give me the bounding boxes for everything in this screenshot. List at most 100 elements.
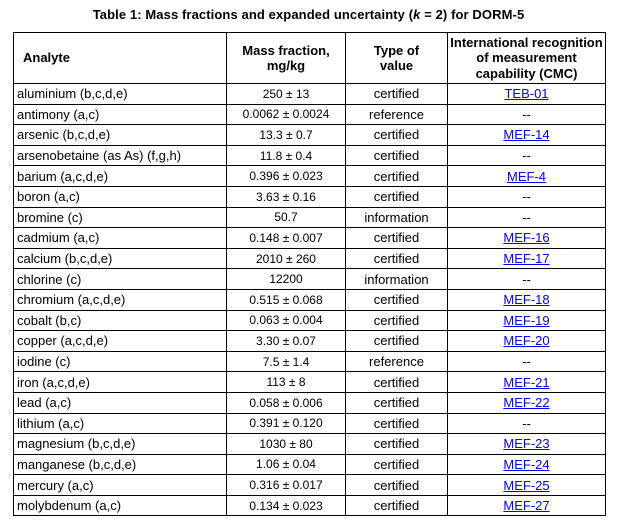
table-row: lead (a,c) 0.058 ± 0.006 certified MEF-22 [13,391,606,414]
cmc-link[interactable]: MEF-22 [503,395,550,411]
table-row: antimony (a,c) 0.0062 ± 0.0024 reference -- [13,103,606,126]
table-row: arsenic (b,c,d,e) 13.3 ± 0.7 certified MEF-… [13,124,606,146]
analyte-cell: barium (a,c,d,e) [13,165,227,187]
cmc-cell: MEF-17 [447,247,606,270]
table-row: lithium (a,c) 0.391 ± 0.120 certified -- [13,412,606,435]
mass-fraction-cell: 0.058 ± 0.006 [226,391,346,414]
type-of-value-cell: certified [345,412,448,435]
cmc-cell: MEF-20 [447,330,606,352]
cmc-link[interactable]: MEF-23 [503,436,550,452]
cmc-cell: TEB-01 [447,83,606,105]
analyte-cell: lithium (a,c) [13,412,227,435]
cmc-cell: -- [447,144,606,167]
table-title-pre: Table 1: Mass fractions and expanded unc… [92,7,414,22]
cmc-link[interactable]: MEF-25 [503,477,550,493]
analyte-cell: copper (a,c,d,e) [13,330,227,352]
cmc-link[interactable]: MEF-20 [503,333,550,349]
mass-fraction-cell: 0.148 ± 0.007 [226,227,346,249]
type-of-value-cell: certified [345,165,448,187]
analyte-cell: boron (a,c) [13,185,227,208]
table-row: manganese (b,c,d,e) 1.06 ± 0.04 certified M… [13,453,606,476]
mass-fraction-cell: 11.8 ± 0.4 [226,144,346,167]
mass-fraction-cell: 0.396 ± 0.023 [226,165,346,187]
cmc-link[interactable]: MEF-24 [503,456,550,472]
analyte-cell: cadmium (a,c) [13,227,227,249]
table-row: cobalt (b,c) 0.063 ± 0.004 certified MEF-19 [13,309,606,332]
analyte-cell: iron (a,c,d,e) [13,371,227,393]
analyte-cell: magnesium (b,c,d,e) [13,433,227,455]
cmc-cell: -- [447,185,606,208]
type-of-value-cell: certified [345,371,448,393]
analyte-cell: chlorine (c) [13,268,227,290]
analyte-cell: arsenic (b,c,d,e) [13,124,227,146]
cmc-cell: -- [447,206,606,229]
type-of-value-cell: certified [345,309,448,332]
mass-fraction-cell: 13.3 ± 0.7 [226,124,346,146]
cmc-cell: MEF-18 [447,288,606,311]
column-header: Type of value [345,32,448,84]
cmc-cell: -- [447,268,606,290]
mass-fraction-cell: 3.63 ± 0.16 [226,185,346,208]
type-of-value-cell: certified [345,288,448,311]
column-header: Analyte [13,32,227,84]
type-of-value-cell: certified [345,433,448,455]
type-of-value-cell: certified [345,330,448,352]
mass-fraction-cell: 2010 ± 260 [226,247,346,270]
type-of-value-cell: information [345,206,448,229]
type-of-value-cell: certified [345,227,448,249]
cmc-link[interactable]: MEF-19 [503,312,550,328]
cmc-link[interactable]: MEF-16 [503,230,550,246]
column-header: Mass fraction, mg/kg [226,32,346,84]
mass-fraction-cell: 113 ± 8 [226,371,346,393]
analyte-cell: cobalt (b,c) [13,309,227,332]
mass-fraction-cell: 250 ± 13 [226,83,346,105]
analyte-cell: manganese (b,c,d,e) [13,453,227,476]
mass-fraction-cell: 0.515 ± 0.068 [226,288,346,311]
cmc-cell: MEF-14 [447,124,606,146]
type-of-value-cell: certified [345,494,448,517]
cmc-link[interactable]: TEB-01 [504,86,549,102]
cmc-cell: MEF-22 [447,391,606,414]
mass-fraction-cell: 0.0062 ± 0.0024 [226,103,346,126]
analyte-cell: mercury (a,c) [13,474,227,496]
type-of-value-cell: information [345,268,448,290]
table-row: aluminium (b,c,d,e) 250 ± 13 certified TEB-… [13,83,606,105]
mass-fraction-cell: 1.06 ± 0.04 [226,453,346,476]
mass-fraction-cell: 50.7 [226,206,346,229]
table-row: cadmium (a,c) 0.148 ± 0.007 certified MEF-1… [13,227,606,249]
analyte-cell: bromine (c) [13,206,227,229]
table-title-post: = 2) for DORM-5 [420,7,525,22]
cmc-link[interactable]: MEF-17 [503,251,550,267]
analyte-cell: aluminium (b,c,d,e) [13,83,227,105]
table-row: magnesium (b,c,d,e) 1030 ± 80 certified MEF… [13,433,606,455]
mass-fraction-cell: 0.134 ± 0.023 [226,494,346,517]
table-row: arsenobetaine (as As) (f,g,h) 11.8 ± 0.4 c… [13,144,606,167]
cmc-cell: MEF-25 [447,474,606,496]
cmc-link[interactable]: MEF-21 [503,374,550,390]
table-row: chromium (a,c,d,e) 0.515 ± 0.068 certified… [13,288,606,311]
table-row: molybdenum (a,c) 0.134 ± 0.023 certified ME… [13,494,606,517]
mass-fraction-cell: 3.30 ± 0.07 [226,330,346,352]
cmc-link[interactable]: MEF-18 [503,292,550,308]
type-of-value-cell: certified [345,83,448,105]
mass-fraction-cell: 1030 ± 80 [226,433,346,455]
cmc-link[interactable]: MEF-27 [503,498,550,514]
table-row: bromine (c) 50.7 information -- [13,206,606,229]
mass-fraction-cell: 0.391 ± 0.120 [226,412,346,435]
table-title: Table 1: Mass fractions and expanded unc… [0,7,617,22]
cmc-cell: -- [447,412,606,435]
cmc-cell: MEF-24 [447,453,606,476]
analyte-cell: iodine (c) [13,350,227,373]
cmc-link[interactable]: MEF-4 [507,168,546,184]
analyte-cell: molybdenum (a,c) [13,494,227,517]
table-header-row: Analyte Mass fraction, mg/kg Type of value In… [13,32,606,84]
type-of-value-cell: certified [345,144,448,167]
table-row: mercury (a,c) 0.316 ± 0.017 certified MEF-2… [13,474,606,496]
cmc-link[interactable]: MEF-14 [503,127,550,143]
type-of-value-cell: certified [345,391,448,414]
cmc-cell: MEF-4 [447,165,606,187]
table-row: calcium (b,c,d,e) 2010 ± 260 certified MEF-… [13,247,606,270]
cmc-cell: MEF-27 [447,494,606,517]
table-row: iron (a,c,d,e) 113 ± 8 certified MEF-21 [13,371,606,393]
